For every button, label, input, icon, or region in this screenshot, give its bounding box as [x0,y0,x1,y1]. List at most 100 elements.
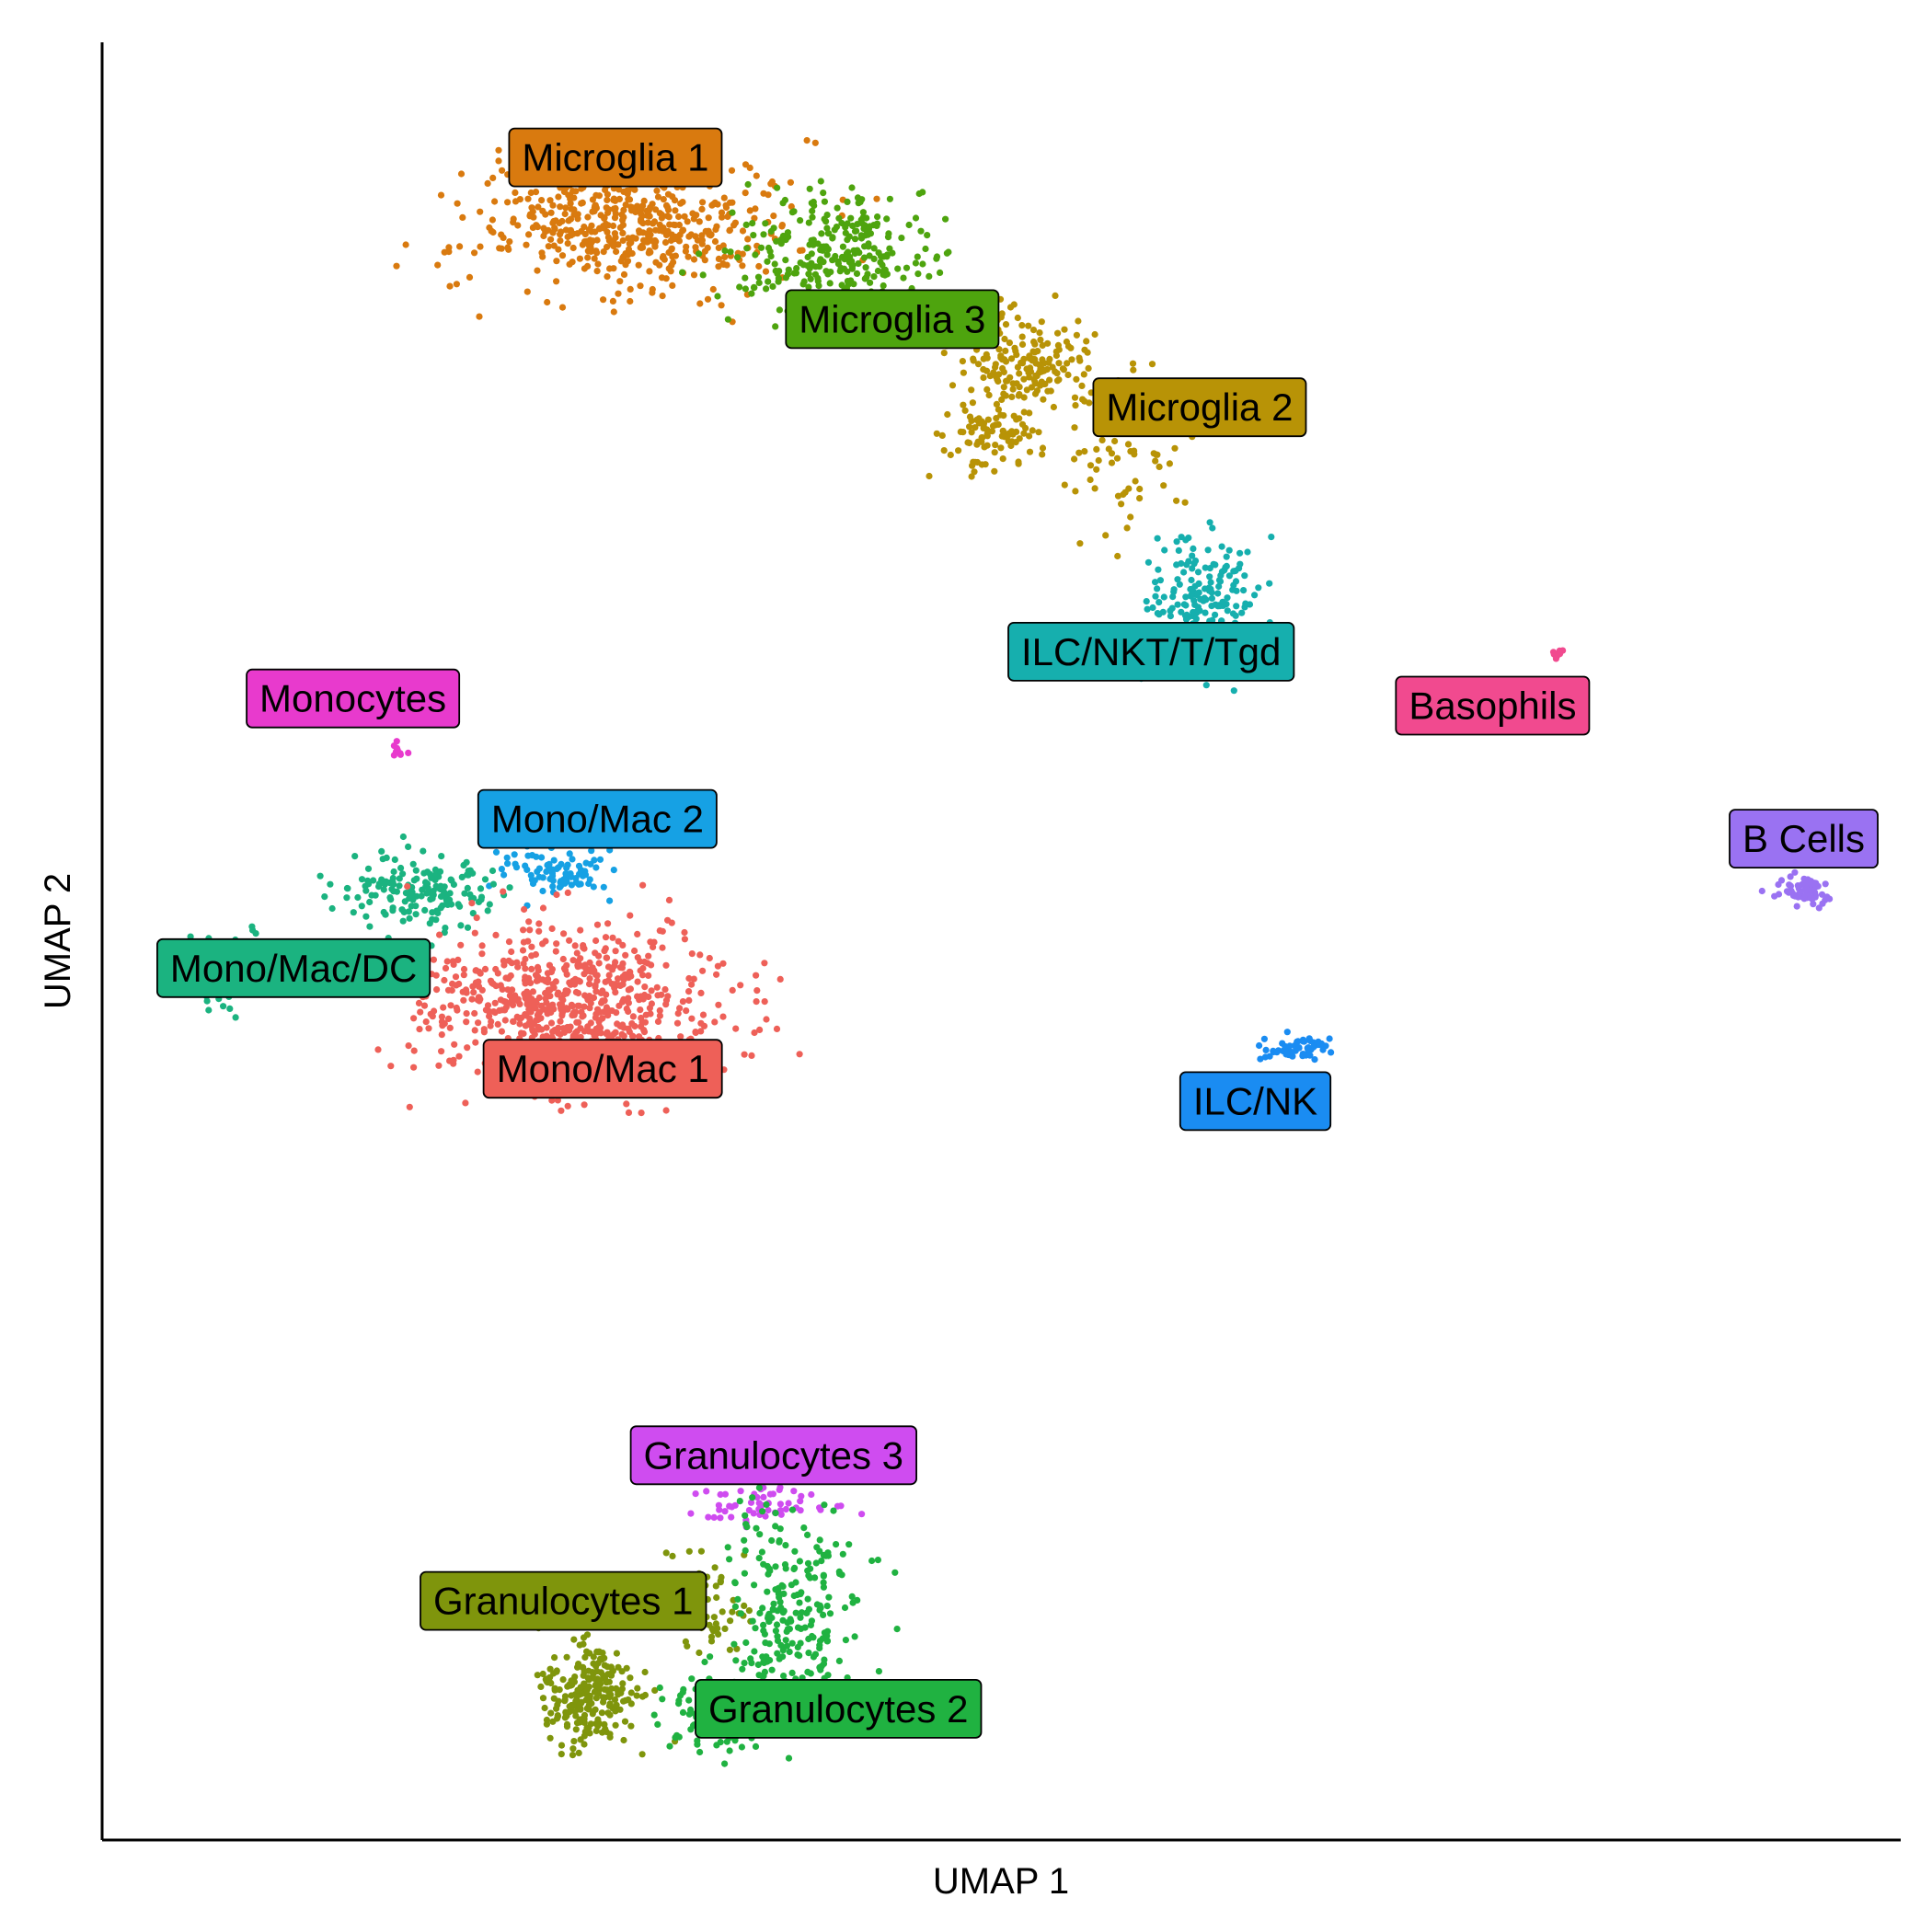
cell-point [569,856,576,863]
cell-point [500,888,507,895]
cell-point [556,1686,563,1694]
cell-point [947,451,954,459]
cell-point [1016,384,1023,391]
cell-point [632,235,639,242]
cell-point [558,1006,565,1013]
cell-point [771,260,778,268]
cluster-label-box [695,1679,983,1739]
cell-point [523,288,531,295]
cell-point [699,271,707,279]
cell-point [560,930,568,937]
cell-point [548,869,557,877]
cell-point [821,1656,828,1663]
cell-point [473,914,480,922]
cluster-label-text: Granulocytes 1 [433,1580,693,1623]
cell-point [685,974,693,983]
cell-point [604,920,612,927]
cell-point [1282,1051,1290,1058]
cell-point [1149,604,1156,612]
cell-point [753,998,760,1006]
cell-point [429,909,436,916]
cell-point [512,198,520,205]
cell-point [581,1101,588,1109]
cell-point [753,1493,761,1501]
cell-point [845,253,852,260]
cell-point [859,209,868,216]
cell-point [615,1691,622,1698]
cell-point [665,896,673,904]
cell-point [587,860,594,868]
cell-point [604,196,611,203]
cell-point [1029,348,1037,355]
cell-point [1810,901,1817,908]
cell-point [626,968,634,975]
cell-point [811,201,818,210]
cell-point [638,244,645,251]
cell-point [484,179,491,187]
cell-point [1052,292,1059,299]
cell-point [437,904,444,912]
cell-point [534,224,542,231]
cell-point [745,1607,753,1615]
cell-point [232,1014,239,1021]
cell-point [995,406,1002,413]
cell-point [576,870,583,878]
cell-point [387,896,395,903]
cell-point [566,260,573,268]
cell-point [853,227,860,235]
cell-point [731,1737,739,1744]
cell-point [1013,428,1020,435]
cell-point [870,273,878,281]
cell-point [651,236,659,245]
cell-point [606,1731,614,1738]
cell-point [608,1007,615,1015]
cell-point [505,938,513,946]
cell-point [1161,546,1168,554]
cell-point [620,1736,627,1744]
cell-point [812,1559,820,1567]
cell-point [1188,576,1195,584]
cell-point [647,203,654,212]
cell-point [1195,589,1202,596]
cell-point [753,972,760,979]
cell-point [715,255,723,262]
cluster-label-granulocytes-3: Granulocytes 3 [629,1425,917,1486]
cell-point [1020,430,1028,437]
cell-point [593,1648,601,1655]
cell-point [446,282,454,290]
cell-point [487,977,495,984]
cell-point [756,1026,764,1033]
cell-point [1124,441,1133,448]
cell-point [832,252,839,260]
cell-point [563,971,570,978]
cell-point [1108,459,1116,466]
cell-point [568,1677,575,1685]
cell-point [787,1616,794,1623]
cell-point [450,880,457,889]
cell-point [1268,534,1275,541]
cell-point [366,898,374,906]
cell-point [575,1002,583,1009]
cell-point [1091,485,1098,492]
cell-point [562,204,569,212]
cell-point [654,1018,662,1025]
cell-point [1176,581,1183,588]
cell-point [769,282,776,290]
cell-point [1206,519,1213,526]
cell-point [471,1009,478,1018]
cell-point [476,313,483,320]
cell-point [1111,437,1119,445]
cluster-label-granulocytes-1: Granulocytes 1 [420,1570,707,1631]
cell-point [466,273,474,281]
cell-point [551,224,558,232]
cell-point [468,995,476,1003]
cell-point [1039,356,1046,363]
cell-point [452,973,460,981]
cell-point [549,981,557,988]
cell-point [1802,879,1811,886]
cell-point [1208,594,1215,603]
cell-point [1032,373,1040,380]
cell-point [389,874,397,882]
cell-point [1009,385,1017,393]
cell-point [610,265,617,272]
